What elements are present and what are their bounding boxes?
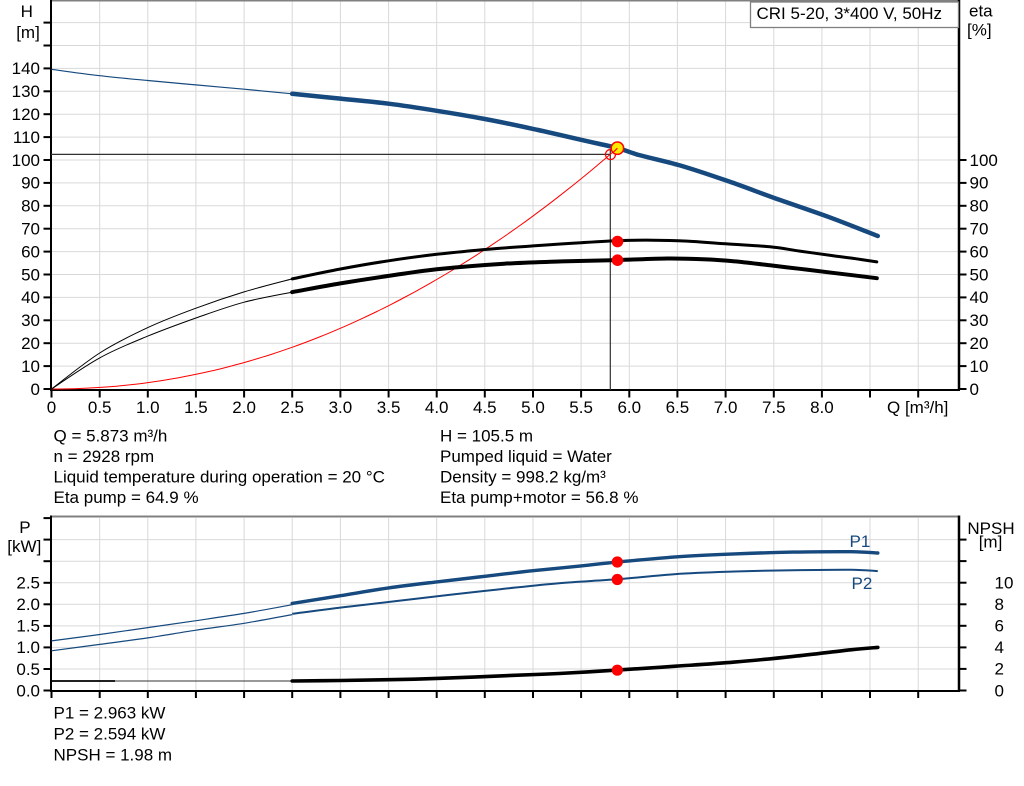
svg-text:7.0: 7.0 bbox=[714, 398, 738, 417]
svg-text:6: 6 bbox=[995, 617, 1004, 636]
svg-text:H: H bbox=[21, 2, 33, 21]
svg-text:30: 30 bbox=[21, 311, 40, 330]
svg-text:[m]: [m] bbox=[16, 23, 40, 42]
svg-text:40: 40 bbox=[970, 288, 989, 307]
svg-text:110: 110 bbox=[13, 128, 40, 147]
svg-text:[kW]: [kW] bbox=[7, 537, 41, 556]
svg-text:Eta pump+motor = 56.8 %: Eta pump+motor = 56.8 % bbox=[440, 488, 638, 507]
svg-text:10: 10 bbox=[970, 357, 989, 376]
svg-text:NPSH = 1.98 m: NPSH = 1.98 m bbox=[54, 745, 173, 764]
svg-text:Pumped liquid = Water: Pumped liquid = Water bbox=[440, 447, 612, 466]
svg-text:20: 20 bbox=[970, 334, 989, 353]
svg-text:100: 100 bbox=[12, 151, 40, 170]
svg-text:0: 0 bbox=[31, 380, 40, 399]
svg-text:100: 100 bbox=[970, 151, 998, 170]
svg-text:8.0: 8.0 bbox=[810, 398, 834, 417]
svg-text:eta: eta bbox=[969, 2, 993, 21]
svg-text:90: 90 bbox=[970, 174, 989, 193]
svg-text:Eta pump = 64.9 %: Eta pump = 64.9 % bbox=[54, 488, 199, 507]
svg-text:5.0: 5.0 bbox=[521, 398, 545, 417]
svg-text:5.5: 5.5 bbox=[569, 398, 593, 417]
svg-text:6.0: 6.0 bbox=[617, 398, 641, 417]
svg-text:Q [m³/h]: Q [m³/h] bbox=[887, 398, 948, 417]
svg-text:4.0: 4.0 bbox=[425, 398, 449, 417]
svg-text:60: 60 bbox=[970, 242, 989, 261]
svg-text:80: 80 bbox=[970, 197, 989, 216]
svg-text:2.0: 2.0 bbox=[232, 398, 256, 417]
svg-text:P1: P1 bbox=[850, 532, 871, 551]
svg-text:1.5: 1.5 bbox=[16, 617, 40, 636]
svg-text:2.5: 2.5 bbox=[280, 398, 304, 417]
svg-text:2: 2 bbox=[995, 660, 1004, 679]
svg-text:0: 0 bbox=[995, 681, 1004, 700]
svg-text:Q = 5.873 m³/h: Q = 5.873 m³/h bbox=[54, 427, 168, 446]
svg-text:Density = 998.2 kg/m³: Density = 998.2 kg/m³ bbox=[440, 468, 606, 487]
svg-text:4.5: 4.5 bbox=[473, 398, 497, 417]
svg-text:90: 90 bbox=[21, 174, 40, 193]
svg-text:P2: P2 bbox=[852, 574, 873, 593]
svg-text:6.5: 6.5 bbox=[666, 398, 690, 417]
svg-text:2.0: 2.0 bbox=[16, 595, 40, 614]
svg-text:[m]: [m] bbox=[979, 533, 1003, 552]
svg-text:10: 10 bbox=[995, 574, 1014, 593]
svg-text:7.5: 7.5 bbox=[762, 398, 786, 417]
svg-text:Liquid temperature during oper: Liquid temperature during operation = 20… bbox=[54, 468, 385, 487]
svg-text:3.5: 3.5 bbox=[377, 398, 401, 417]
svg-text:4: 4 bbox=[995, 638, 1004, 657]
svg-text:NPSH: NPSH bbox=[967, 519, 1014, 538]
svg-text:2.5: 2.5 bbox=[16, 574, 40, 593]
svg-text:50: 50 bbox=[970, 265, 989, 284]
svg-text:H = 105.5 m: H = 105.5 m bbox=[440, 427, 533, 446]
svg-text:70: 70 bbox=[21, 220, 40, 239]
svg-text:P1 = 2.963 kW: P1 = 2.963 kW bbox=[54, 703, 166, 722]
svg-text:1.0: 1.0 bbox=[16, 638, 40, 657]
svg-text:1.0: 1.0 bbox=[136, 398, 160, 417]
svg-text:130: 130 bbox=[12, 82, 40, 101]
svg-text:50: 50 bbox=[21, 265, 40, 284]
svg-text:1.5: 1.5 bbox=[184, 398, 208, 417]
svg-text:20: 20 bbox=[21, 334, 40, 353]
svg-text:0.5: 0.5 bbox=[88, 398, 112, 417]
svg-text:30: 30 bbox=[970, 311, 989, 330]
svg-text:120: 120 bbox=[12, 105, 40, 124]
svg-text:8: 8 bbox=[995, 595, 1004, 614]
svg-text:10: 10 bbox=[21, 357, 40, 376]
svg-text:3.0: 3.0 bbox=[329, 398, 353, 417]
svg-text:70: 70 bbox=[970, 220, 989, 239]
svg-text:140: 140 bbox=[12, 59, 40, 78]
svg-text:0: 0 bbox=[47, 398, 56, 417]
svg-text:n = 2928 rpm: n = 2928 rpm bbox=[54, 447, 155, 466]
svg-text:40: 40 bbox=[21, 288, 40, 307]
svg-text:0.0: 0.0 bbox=[16, 681, 40, 700]
svg-text:60: 60 bbox=[21, 242, 40, 261]
svg-text:P2 = 2.594 kW: P2 = 2.594 kW bbox=[54, 724, 166, 743]
svg-text:[%]: [%] bbox=[967, 21, 992, 40]
svg-text:0: 0 bbox=[970, 380, 979, 399]
svg-text:CRI 5-20, 3*400 V, 50Hz: CRI 5-20, 3*400 V, 50Hz bbox=[757, 4, 943, 23]
svg-text:0.5: 0.5 bbox=[16, 660, 40, 679]
svg-text:P: P bbox=[19, 518, 30, 537]
svg-text:80: 80 bbox=[21, 197, 40, 216]
